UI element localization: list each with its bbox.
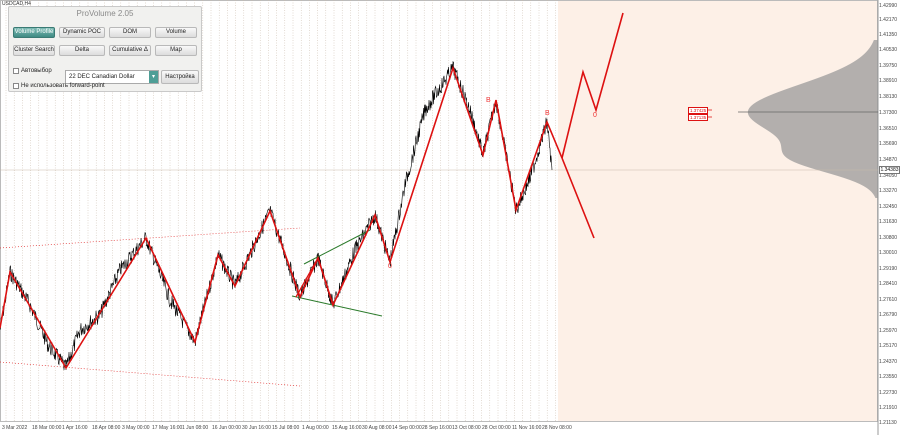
price-axis-label: 1.32450 (879, 204, 898, 210)
level-tag: 1.37135 (688, 114, 709, 121)
wedge-line (291, 295, 383, 317)
auto-select-checkbox[interactable] (13, 68, 19, 74)
panel-title: ProVolume 2.05 (76, 9, 134, 18)
time-axis-label: 30 Jun 16:00 (242, 425, 271, 431)
time-axis-label: 18 Apr 08:00 (92, 425, 121, 431)
price-axis-label: 1.35690 (879, 141, 898, 147)
delta-button[interactable]: Delta (59, 45, 105, 56)
price-axis-label: 1.22730 (879, 390, 898, 396)
price-axis-label: 1.24370 (879, 359, 898, 365)
cluster-search-button[interactable]: Cluster Search (13, 45, 55, 56)
instrument-select-value: 22 DEC Canadian Dollar (69, 74, 135, 80)
wave-label: 0 (593, 112, 597, 119)
time-axis-label: 1 Aug 00:00 (302, 425, 329, 431)
time-axis-label: 13 Oct 08:00 (452, 425, 481, 431)
price-axis-label: 1.36510 (879, 126, 898, 132)
price-axis-label: 1.30800 (879, 235, 898, 241)
zigzag-inner-line (295, 256, 334, 306)
price-axis-label: 1.28410 (879, 281, 898, 287)
price-axis-label: 1.40530 (879, 47, 898, 53)
forecast-down-line (561, 157, 595, 239)
channel-line (0, 227, 301, 249)
level-tag: 1.37425 (688, 107, 709, 114)
price-axis-label: 1.29190 (879, 266, 898, 272)
price-series (0, 61, 553, 371)
price-axis-label: 1.25970 (879, 328, 898, 334)
time-axis-label: 15 Jul 08:00 (272, 425, 300, 431)
wave-label: B (486, 97, 491, 104)
price-axis-label: 1.34050 (879, 173, 898, 179)
price-axis-label: 1.30010 (879, 250, 898, 256)
forecast-zone (558, 0, 878, 422)
time-axis-label: 11 Nov 16:00 (512, 425, 542, 431)
price-axis-label: 1.41350 (879, 32, 898, 38)
time-axis-label: 14 Sep 00:00 (392, 425, 422, 431)
time-axis-label: 3 Mar 2022 (2, 425, 28, 431)
price-axis-label: 1.26790 (879, 312, 898, 318)
time-axis-label: 28 Nov 08:00 (542, 425, 572, 431)
cumulative-delta-button[interactable]: Cumulative Δ (109, 45, 151, 56)
forecast-up-line (561, 12, 624, 159)
price-axis-label: 1.25170 (879, 343, 898, 349)
price-axis-label: 1.37300 (879, 110, 898, 116)
price-axis-label: 1.34870 (879, 157, 898, 163)
price-axis-label: 1.38130 (879, 94, 898, 100)
price-axis-label: 1.33270 (879, 188, 898, 194)
volume-profile (747, 40, 878, 198)
wedge-line (303, 229, 371, 265)
channel-line (0, 361, 301, 387)
chevron-down-icon[interactable]: ▾ (149, 71, 158, 83)
map-button[interactable]: Map (155, 45, 197, 56)
dom-button[interactable]: DOM (109, 27, 151, 38)
time-axis-label: 17 May 16:00 (152, 425, 183, 431)
forward-point-label: Не использовать forward-point (21, 83, 105, 89)
price-axis-label: 1.31630 (879, 219, 898, 225)
time-axis-label: 1 Jun 08:00 (182, 425, 209, 431)
forward-point-checkbox[interactable] (13, 83, 19, 89)
price-axis-label: 1.21130 (879, 420, 897, 426)
price-axis-label: 1.38910 (879, 78, 898, 84)
auto-select-label: Автовыбор (21, 68, 52, 74)
time-axis-label: 30 Aug 08:00 (362, 425, 392, 431)
volume-button[interactable]: Volume (155, 27, 197, 38)
settings-button[interactable]: Настройка (161, 70, 199, 84)
provolume-panel: ProVolume 2.05 Volume Profile Dynamic PO… (8, 6, 202, 92)
zigzag-line (0, 65, 563, 370)
time-axis-label: 28 Oct 00:00 (482, 425, 511, 431)
current-price-tag: 1.34383 (879, 166, 900, 174)
time-axis-label: 3 May 00:00 (122, 425, 150, 431)
instrument-select[interactable]: 22 DEC Canadian Dollar ▾ (65, 70, 159, 84)
price-axis-label: 1.39750 (879, 63, 898, 69)
time-axis-label: 18 Mar 00:00 (32, 425, 62, 431)
time-axis-label: 1 Apr 16:00 (62, 425, 88, 431)
price-axis-label: 1.23550 (879, 374, 898, 380)
price-axis-label: 1.42990 (879, 3, 898, 9)
volume-profile-button[interactable]: Volume Profile (13, 27, 55, 38)
wave-label: 0 (388, 263, 392, 270)
price-axis-label: 1.21910 (879, 405, 898, 411)
price-axis-label: 1.27610 (879, 297, 898, 303)
price-axis-label: 1.42170 (879, 17, 898, 23)
symbol-timeframe-label: USDCAD,H4 (2, 1, 31, 7)
time-axis-label: 28 Sep 16:00 (422, 425, 452, 431)
wave-label: B (545, 110, 550, 117)
dynamic-poc-button[interactable]: Dynamic POC (59, 27, 105, 38)
time-axis-label: 15 Aug 16:00 (332, 425, 362, 431)
time-axis-label: 16 Jun 00:00 (212, 425, 241, 431)
